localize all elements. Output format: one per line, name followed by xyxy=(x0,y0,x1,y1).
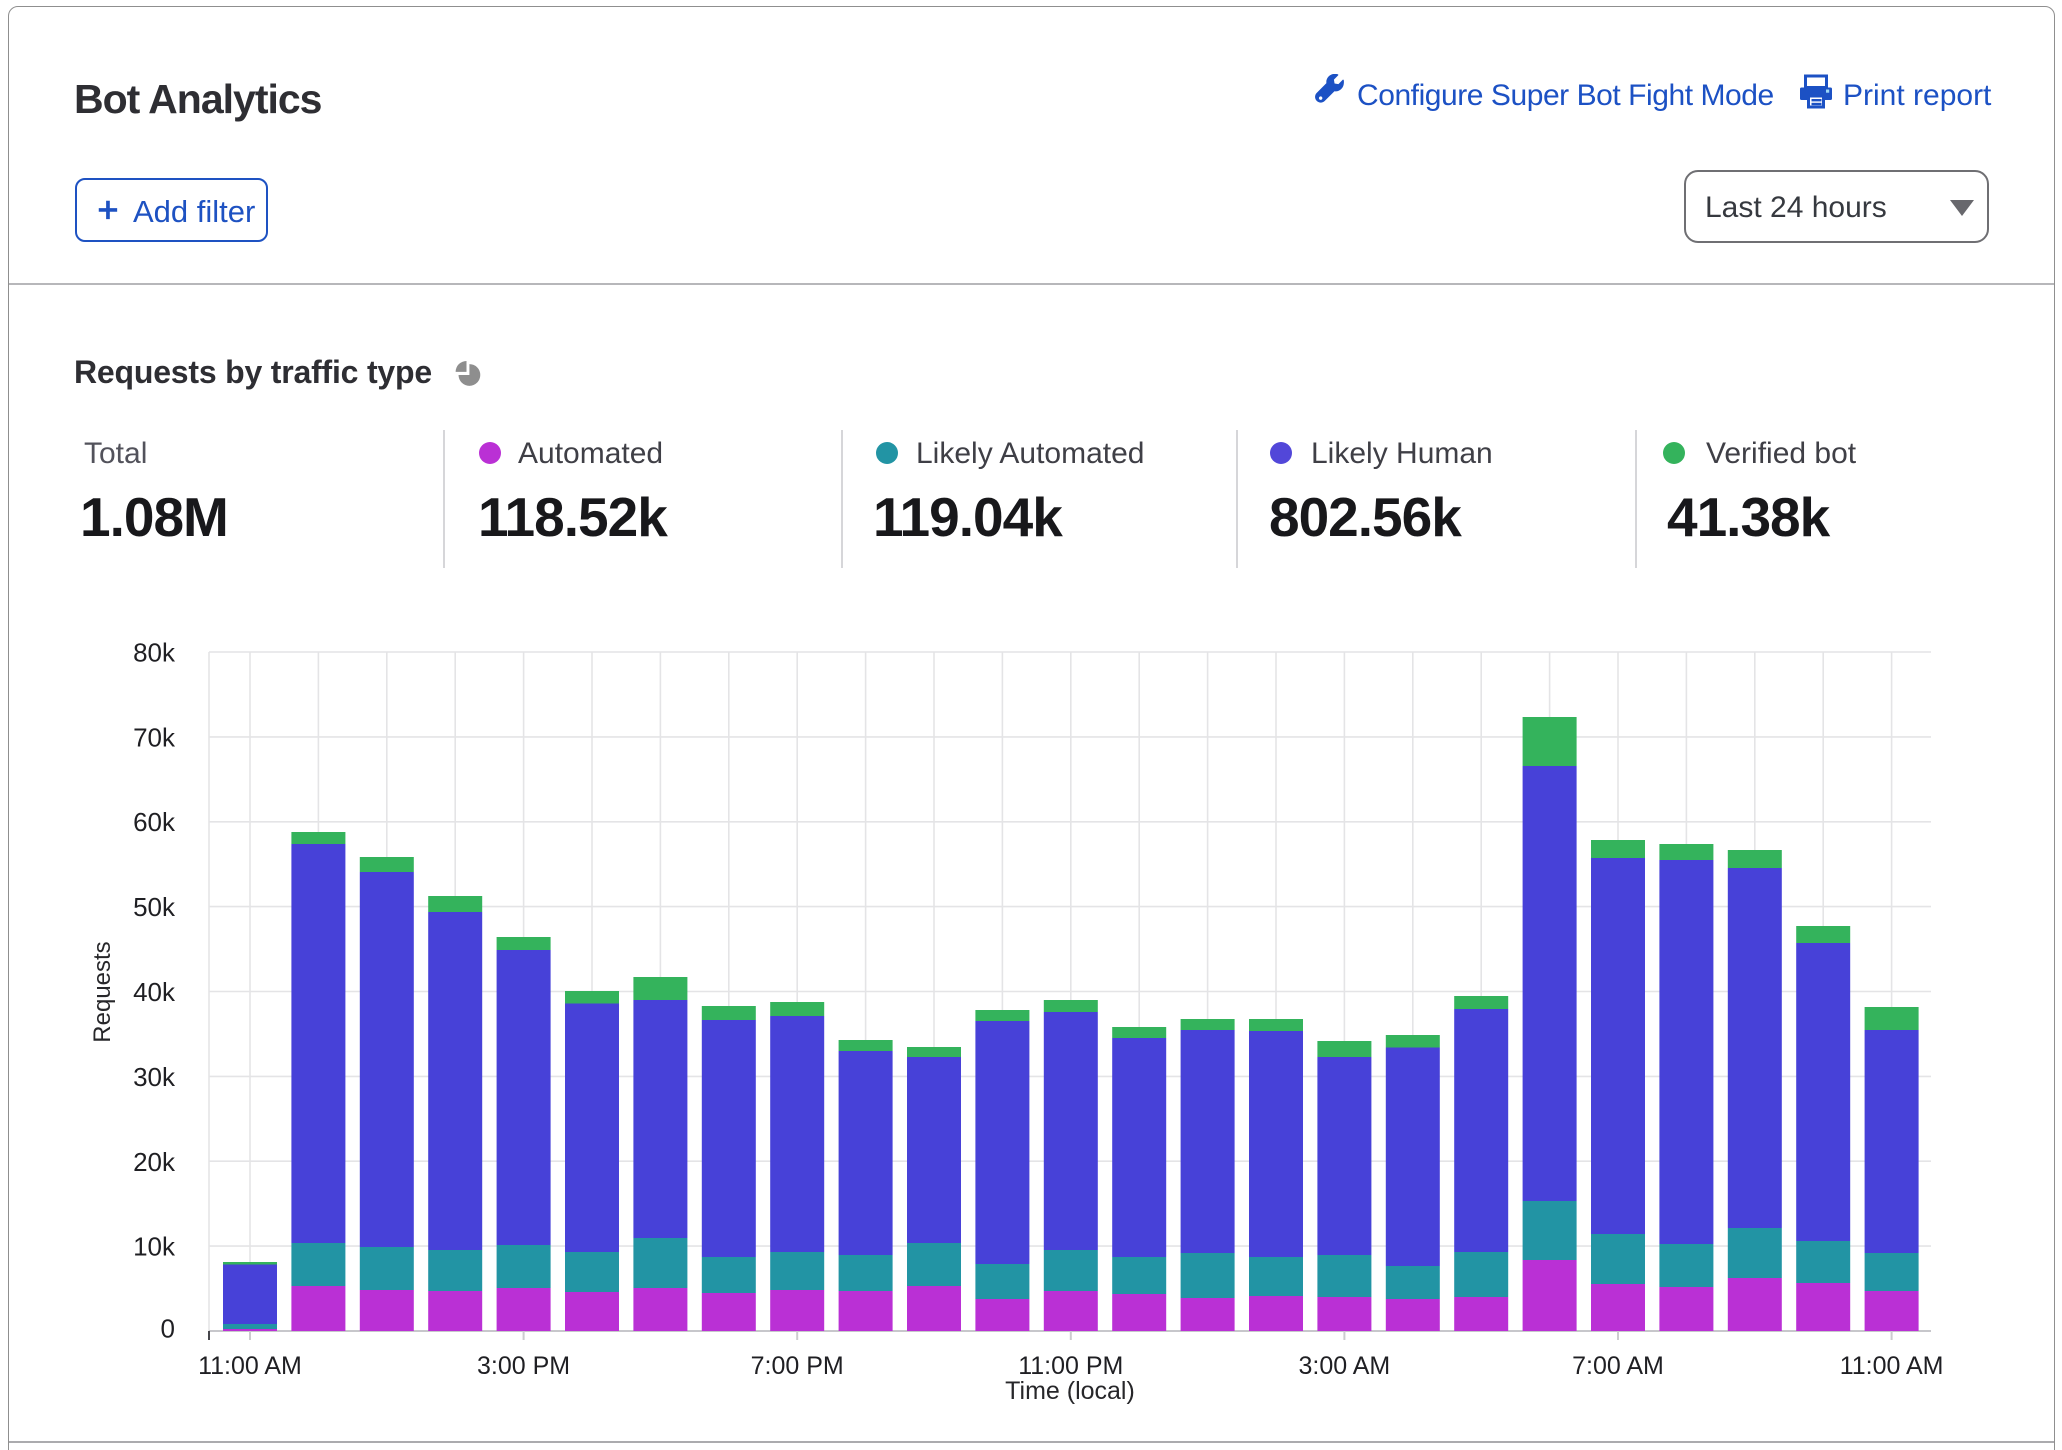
svg-text:30k: 30k xyxy=(133,1062,176,1092)
svg-text:7:00 AM: 7:00 AM xyxy=(1572,1352,1664,1380)
svg-text:11:00 AM: 11:00 AM xyxy=(1840,1352,1944,1380)
svg-text:Time (local): Time (local) xyxy=(1005,1377,1135,1405)
svg-text:60k: 60k xyxy=(133,807,176,837)
svg-text:50k: 50k xyxy=(133,892,176,922)
svg-text:20k: 20k xyxy=(133,1147,176,1177)
svg-text:3:00 PM: 3:00 PM xyxy=(477,1352,570,1380)
svg-text:11:00 PM: 11:00 PM xyxy=(1018,1352,1123,1380)
svg-text:40k: 40k xyxy=(133,977,176,1007)
svg-text:70k: 70k xyxy=(133,722,176,752)
svg-text:3:00 AM: 3:00 AM xyxy=(1299,1352,1391,1380)
svg-text:7:00 PM: 7:00 PM xyxy=(751,1352,844,1380)
svg-text:10k: 10k xyxy=(133,1232,176,1262)
svg-text:11:00 AM: 11:00 AM xyxy=(198,1352,302,1380)
svg-text:80k: 80k xyxy=(133,638,176,668)
svg-text:Requests: Requests xyxy=(89,941,116,1042)
svg-text:0: 0 xyxy=(161,1314,175,1344)
